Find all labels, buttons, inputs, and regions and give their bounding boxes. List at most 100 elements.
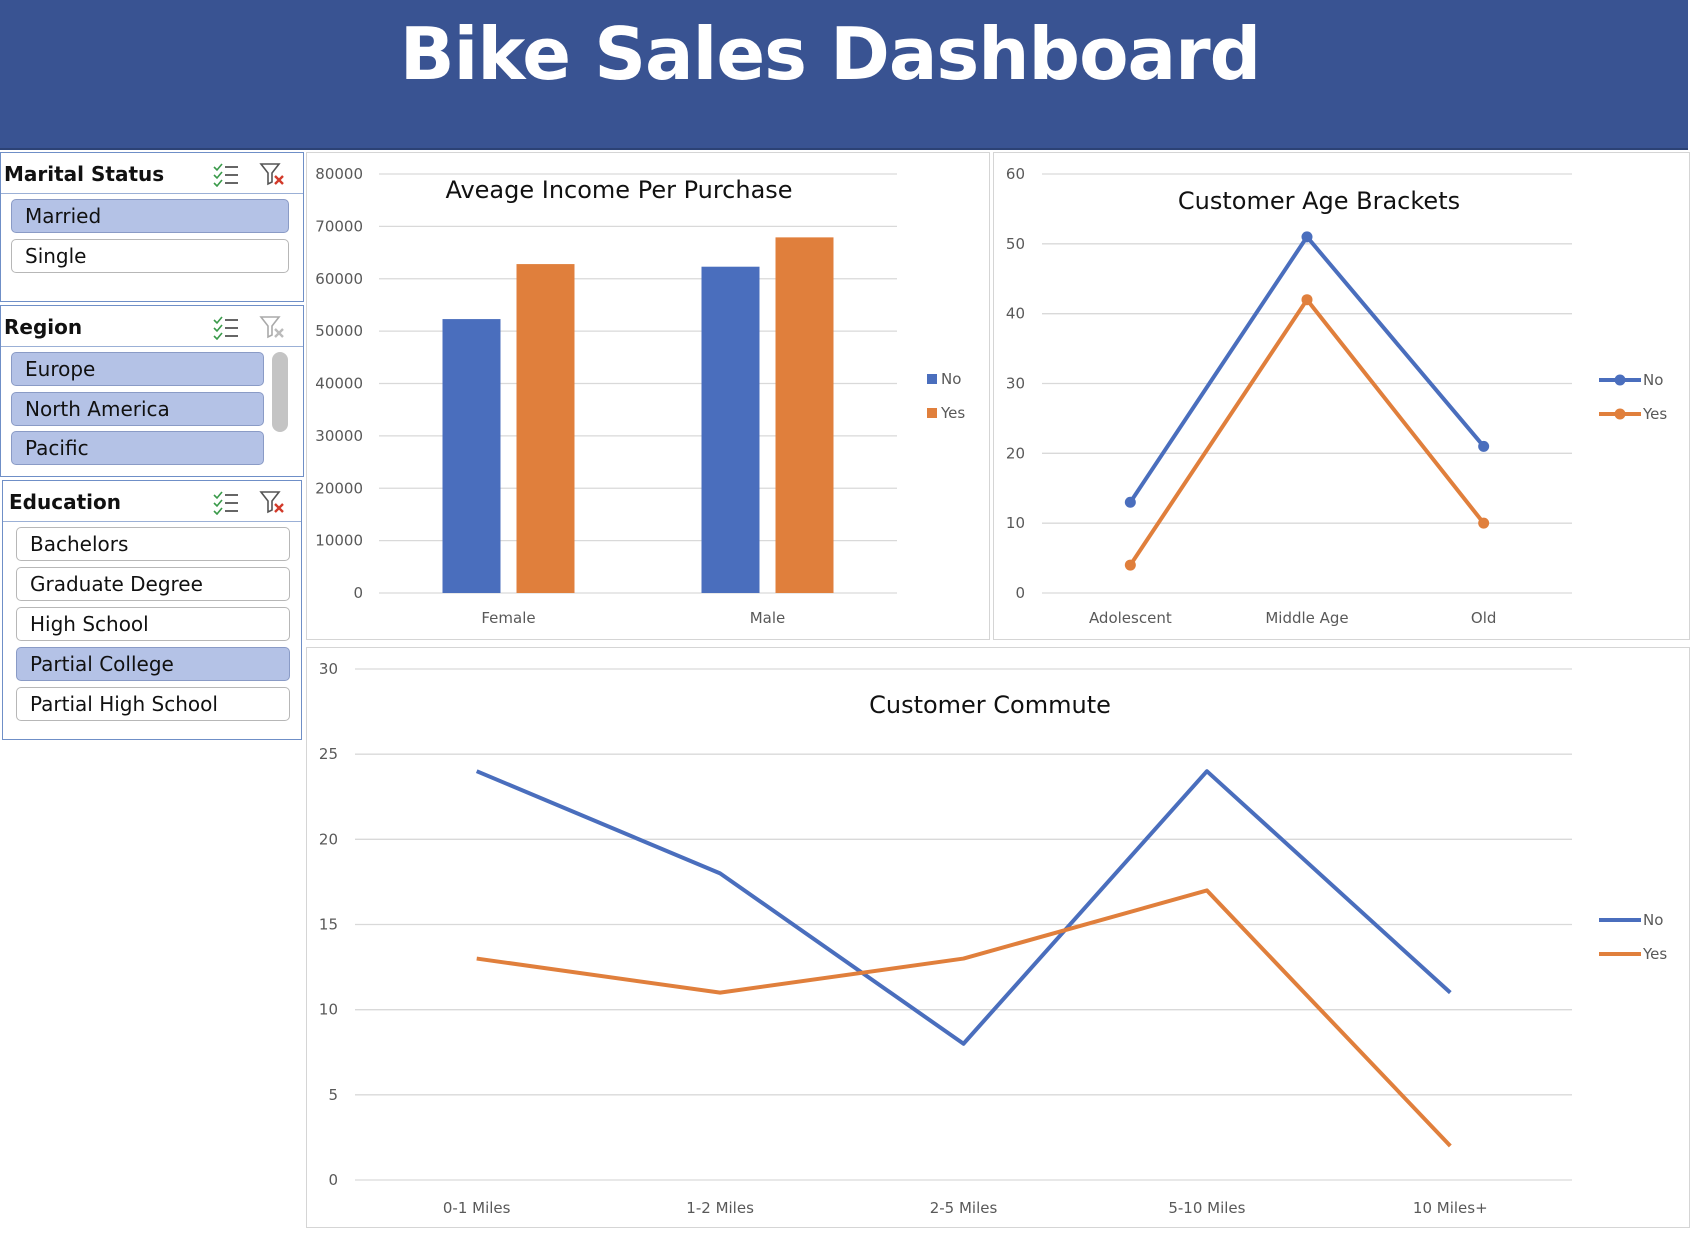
y-tick-label: 20 xyxy=(1006,444,1025,462)
y-tick-label: 15 xyxy=(319,916,338,934)
x-tick-label: Female xyxy=(481,609,535,627)
slicer-item-label: Bachelors xyxy=(30,532,129,556)
chart-title: Customer Commute xyxy=(869,691,1111,719)
slicer-item-label: Europe xyxy=(25,357,96,381)
clear-filter-icon[interactable] xyxy=(259,489,287,515)
multi-select-icon[interactable] xyxy=(212,489,240,516)
slicer-item-label: North America xyxy=(25,397,170,421)
region-scrollbar[interactable] xyxy=(272,352,288,432)
legend-label: Yes xyxy=(1642,405,1667,423)
slicer-item-label: Married xyxy=(25,204,102,228)
y-tick-label: 30000 xyxy=(315,427,363,445)
x-tick-label: 1-2 Miles xyxy=(686,1199,754,1217)
bar-yes xyxy=(516,264,575,593)
slicer-item-label: Pacific xyxy=(25,436,89,460)
clear-filter-icon[interactable] xyxy=(259,161,287,187)
slicer-title: Marital Status xyxy=(4,162,165,186)
y-tick-label: 70000 xyxy=(315,217,363,235)
data-point-yes xyxy=(1124,559,1136,571)
dashboard-banner: Bike Sales Dashboard xyxy=(0,0,1688,150)
multi-select-icon[interactable] xyxy=(212,161,240,188)
region-slicer: Region Europe North America Pacific xyxy=(0,305,304,477)
y-tick-label: 40 xyxy=(1006,305,1025,323)
y-tick-label: 50000 xyxy=(315,322,363,340)
y-tick-label: 5 xyxy=(328,1086,338,1104)
y-tick-label: 20000 xyxy=(315,479,363,497)
x-tick-label: Middle Age xyxy=(1265,609,1348,627)
y-tick-label: 25 xyxy=(319,745,338,763)
y-tick-label: 0 xyxy=(1015,584,1025,602)
slicer-item-single[interactable]: Single xyxy=(11,239,289,273)
y-tick-label: 0 xyxy=(328,1171,338,1189)
legend-marker xyxy=(1614,374,1626,386)
slicer-item-label: Graduate Degree xyxy=(30,572,203,596)
legend-label: No xyxy=(941,370,961,388)
slicer-title: Region xyxy=(4,315,83,339)
clear-filter-icon[interactable] xyxy=(259,314,287,340)
legend-label: Yes xyxy=(1642,945,1667,963)
slicer-item-partial-high-school[interactable]: Partial High School xyxy=(16,687,290,721)
legend-label: Yes xyxy=(940,404,965,422)
series-line-yes xyxy=(476,888,1452,1148)
education-slicer: Education Bachelors Graduate Degree High… xyxy=(2,480,302,740)
income-bar-chart: 0 10000 20000 30000 40000 50000 60000 70000 8000… xyxy=(315,165,965,627)
legend-label: No xyxy=(1643,371,1663,389)
income-chart-panel: 0 10000 20000 30000 40000 50000 60000 70000 8000… xyxy=(306,152,990,640)
chart-title: Customer Age Brackets xyxy=(1178,187,1460,215)
data-point-yes xyxy=(1301,294,1313,306)
series-line-no xyxy=(475,769,1452,1046)
slicer-item-north-america[interactable]: North America xyxy=(11,392,264,426)
x-tick-label: 0-1 Miles xyxy=(443,1199,511,1217)
y-tick-label: 30 xyxy=(319,660,338,678)
legend-swatch xyxy=(927,374,937,384)
y-tick-label: 10 xyxy=(1006,514,1025,532)
y-tick-label: 30 xyxy=(1006,375,1025,393)
legend-label: No xyxy=(1643,911,1663,929)
age-line-chart: 0 10 20 30 40 50 60 Adolescent Middle Age Old Cust… xyxy=(1006,165,1667,627)
y-tick-label: 50 xyxy=(1006,235,1025,253)
y-tick-label: 60000 xyxy=(315,270,363,288)
x-tick-label: Adolescent xyxy=(1089,609,1172,627)
slicer-item-married[interactable]: Married xyxy=(11,199,289,233)
slicer-item-partial-college[interactable]: Partial College xyxy=(16,647,290,681)
slicer-item-bachelors[interactable]: Bachelors xyxy=(16,527,290,561)
slicer-header: Marital Status xyxy=(1,153,303,194)
slicer-title: Education xyxy=(9,490,121,514)
series-line-yes xyxy=(1128,297,1486,567)
legend-swatch xyxy=(927,408,937,418)
legend-marker xyxy=(1614,408,1626,420)
slicer-item-graduate-degree[interactable]: Graduate Degree xyxy=(16,567,290,601)
slicer-header: Education xyxy=(3,481,301,522)
y-tick-label: 40000 xyxy=(315,375,363,393)
slicer-item-label: High School xyxy=(30,612,149,636)
x-tick-label: 2-5 Miles xyxy=(930,1199,998,1217)
bar-no xyxy=(442,319,501,593)
y-tick-label: 80000 xyxy=(315,165,363,183)
data-point-yes xyxy=(1478,517,1490,529)
x-tick-label: 10 Miles+ xyxy=(1413,1199,1488,1217)
slicer-item-europe[interactable]: Europe xyxy=(11,352,264,386)
y-tick-label: 0 xyxy=(353,584,363,602)
multi-select-icon[interactable] xyxy=(212,314,240,341)
x-tick-label: Male xyxy=(750,609,786,627)
series-line-no xyxy=(1128,234,1486,504)
data-point-no xyxy=(1478,440,1490,452)
bar-no xyxy=(701,266,760,593)
slicer-item-label: Partial College xyxy=(30,652,174,676)
slicer-item-label: Partial High School xyxy=(30,692,218,716)
slicer-item-high-school[interactable]: High School xyxy=(16,607,290,641)
commute-line-chart: 0 5 10 15 20 25 30 0-1 Miles 1-2 Miles 2-5 Miles 5… xyxy=(319,660,1667,1217)
slicer-header: Region xyxy=(1,306,303,347)
marital-status-slicer: Marital Status Married Single xyxy=(0,152,304,302)
commute-chart-panel: 0 5 10 15 20 25 30 0-1 Miles 1-2 Miles 2-5 Miles 5… xyxy=(306,647,1690,1228)
data-point-no xyxy=(1124,496,1136,508)
y-tick-label: 10 xyxy=(319,1001,338,1019)
age-chart-panel: 0 10 20 30 40 50 60 Adolescent Middle Age Old Cust… xyxy=(993,152,1690,640)
y-tick-label: 60 xyxy=(1006,165,1025,183)
slicer-item-pacific[interactable]: Pacific xyxy=(11,431,264,465)
bar-yes xyxy=(775,237,834,593)
chart-title: Aveage Income Per Purchase xyxy=(445,176,792,204)
x-tick-label: 5-10 Miles xyxy=(1168,1199,1245,1217)
y-tick-label: 10000 xyxy=(315,532,363,550)
slicer-item-label: Single xyxy=(25,244,87,268)
